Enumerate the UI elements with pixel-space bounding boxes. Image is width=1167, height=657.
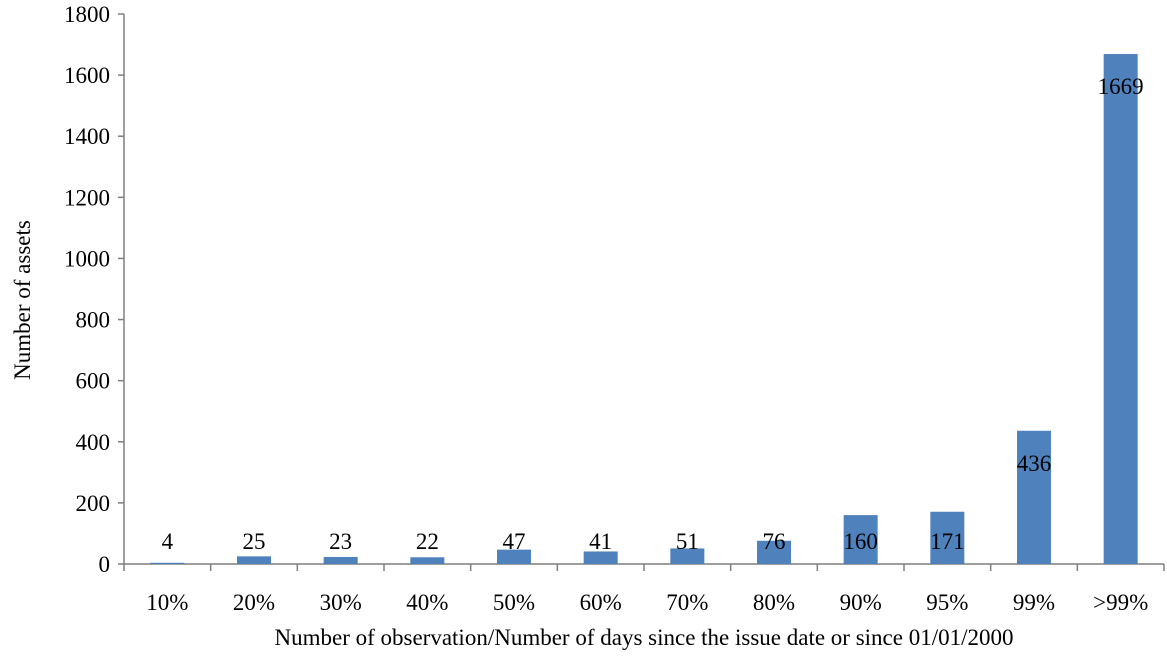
bar <box>150 562 185 564</box>
x-tick-label: 70% <box>666 590 708 615</box>
x-tick-label: 20% <box>233 590 275 615</box>
data-label: 41 <box>589 529 612 554</box>
bar <box>1103 54 1138 565</box>
y-tick-label: 200 <box>76 491 111 516</box>
x-tick-label: 95% <box>926 590 968 615</box>
y-axis-title: Number of assets <box>10 220 35 380</box>
x-tick-label: 90% <box>840 590 882 615</box>
data-label: 1669 <box>1098 74 1144 99</box>
x-tick-label: 40% <box>406 590 448 615</box>
data-label: 22 <box>416 529 439 554</box>
data-label: 47 <box>503 529 526 554</box>
data-labels: 4 25 23 22 47 41 51 76 160 171 436 1669 <box>162 74 1144 554</box>
bar <box>670 548 705 564</box>
bars <box>150 54 1138 565</box>
bar <box>1017 430 1051 564</box>
data-label: 4 <box>162 529 174 554</box>
x-tick-label: 30% <box>320 590 362 615</box>
y-tick-label: 1200 <box>64 185 110 210</box>
x-tick-label: 60% <box>580 590 622 615</box>
data-label: 171 <box>930 529 965 554</box>
bar <box>843 515 878 564</box>
bar <box>410 557 445 564</box>
bar <box>237 556 271 564</box>
data-label: 436 <box>1017 451 1052 476</box>
data-label: 51 <box>676 529 699 554</box>
x-tick-label: 99% <box>1013 590 1055 615</box>
data-label: 23 <box>329 529 352 554</box>
x-axis-title: Number of observation/Number of days sin… <box>274 625 1013 650</box>
x-tick-label: 50% <box>493 590 535 615</box>
data-label: 160 <box>843 529 878 554</box>
y-tick-label: 1600 <box>64 63 110 88</box>
bar <box>757 540 791 564</box>
y-tick-label: 1000 <box>64 246 110 271</box>
y-tick-label: 0 <box>99 552 111 577</box>
x-tick-label: >99% <box>1093 590 1148 615</box>
data-label: 25 <box>243 529 266 554</box>
y-tick-label: 600 <box>76 369 111 394</box>
x-axis: 10% 20% 30% 40% 50% 60% 70% 80% 90% 95% 99% >99% <box>123 563 1165 615</box>
y-axis: 0 200 400 600 800 1000 1200 1400 1600 1800 <box>64 2 125 577</box>
x-tick-label: 80% <box>753 590 795 615</box>
y-tick-label: 1400 <box>64 124 110 149</box>
data-label: 76 <box>763 529 786 554</box>
bar <box>323 556 358 564</box>
y-tick-label: 1800 <box>64 2 110 27</box>
bar <box>583 551 618 564</box>
bar <box>497 549 531 564</box>
y-tick-label: 800 <box>76 308 111 333</box>
x-tick-label: 10% <box>146 590 188 615</box>
y-tick-label: 400 <box>76 430 111 455</box>
bar <box>930 511 965 564</box>
